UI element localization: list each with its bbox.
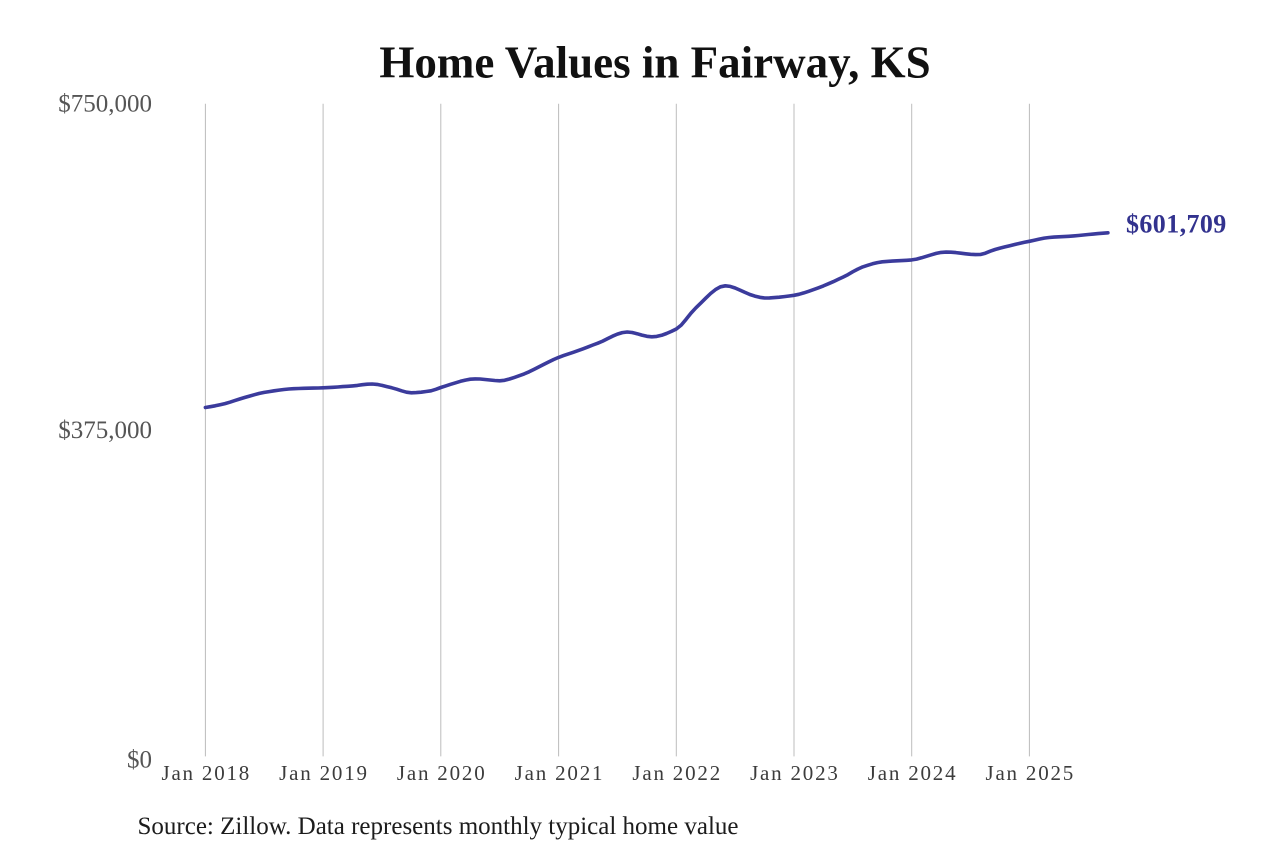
svg-text:Jan 2021: Jan 2021 — [515, 761, 605, 785]
svg-text:Jan 2022: Jan 2022 — [632, 761, 722, 785]
svg-text:Jan 2023: Jan 2023 — [750, 761, 840, 785]
svg-text:$601,709: $601,709 — [1126, 209, 1227, 238]
svg-text:$375,000: $375,000 — [58, 417, 152, 444]
svg-text:Jan 2020: Jan 2020 — [397, 761, 487, 785]
svg-text:Source: Zillow. Data represent: Source: Zillow. Data represents monthly … — [138, 813, 739, 840]
svg-text:Jan 2024: Jan 2024 — [868, 761, 958, 785]
svg-text:Home Values in Fairway, KS: Home Values in Fairway, KS — [379, 38, 930, 88]
svg-text:Jan 2025: Jan 2025 — [985, 761, 1075, 785]
svg-text:$750,000: $750,000 — [58, 91, 152, 118]
svg-text:Jan 2019: Jan 2019 — [279, 761, 369, 785]
svg-text:$0: $0 — [127, 746, 152, 773]
svg-text:Jan 2018: Jan 2018 — [161, 761, 251, 785]
